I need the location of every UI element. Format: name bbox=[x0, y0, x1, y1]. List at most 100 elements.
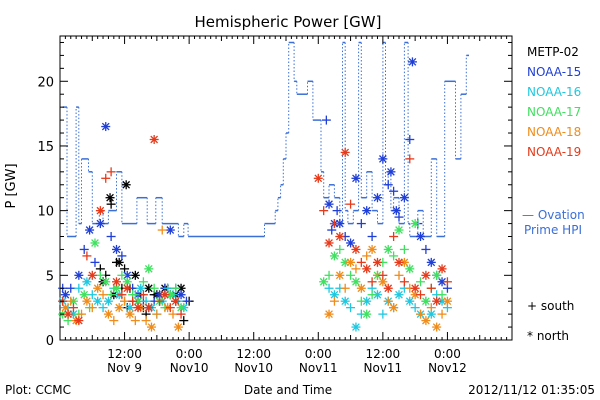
north-marker bbox=[114, 303, 124, 313]
legend-entry-metp-02: METP-02 bbox=[527, 45, 579, 59]
south-marker bbox=[141, 316, 151, 326]
south-marker bbox=[389, 232, 399, 242]
south-marker bbox=[106, 290, 116, 300]
north-marker bbox=[351, 277, 361, 287]
north-marker bbox=[63, 309, 73, 319]
south-marker bbox=[329, 296, 339, 306]
north-marker bbox=[421, 270, 431, 280]
legend-entry-noaa-17: NOAA-17 bbox=[527, 105, 581, 119]
south-marker bbox=[98, 303, 108, 313]
x-tick-label-date: Nov 9 bbox=[107, 361, 142, 375]
south-marker bbox=[383, 180, 393, 190]
south-marker bbox=[442, 277, 452, 287]
north-marker bbox=[410, 283, 420, 293]
south-marker bbox=[410, 303, 420, 313]
south-marker bbox=[149, 283, 159, 293]
north-marker bbox=[144, 283, 154, 293]
x-tick-label-date: Nov10 bbox=[234, 361, 273, 375]
south-marker bbox=[130, 316, 140, 326]
south-marker bbox=[399, 277, 409, 287]
south-marker bbox=[176, 309, 186, 319]
south-marker bbox=[367, 277, 377, 287]
south-marker bbox=[87, 303, 97, 313]
north-marker bbox=[335, 232, 345, 242]
north-marker bbox=[125, 309, 135, 319]
south-marker bbox=[416, 277, 426, 287]
north-marker bbox=[442, 296, 452, 306]
x-tick-label-date: Nov10 bbox=[170, 361, 209, 375]
south-marker bbox=[426, 283, 436, 293]
south-marker bbox=[68, 303, 78, 313]
north-marker bbox=[432, 322, 442, 332]
south-marker bbox=[117, 270, 127, 280]
south-marker bbox=[138, 290, 148, 300]
north-marker bbox=[173, 322, 183, 332]
south-marker bbox=[378, 309, 388, 319]
south-marker bbox=[346, 199, 356, 209]
north-marker bbox=[121, 180, 131, 190]
north-marker bbox=[82, 277, 92, 287]
north-marker bbox=[87, 270, 97, 280]
south-marker bbox=[324, 270, 334, 280]
x-axis-label: Date and Time bbox=[244, 383, 332, 397]
north-marker bbox=[367, 244, 377, 254]
south-marker bbox=[437, 309, 447, 319]
north-marker bbox=[112, 277, 121, 287]
north-marker bbox=[437, 264, 447, 274]
north-marker bbox=[101, 122, 111, 132]
north-marker bbox=[383, 283, 393, 293]
north-marker bbox=[421, 316, 431, 326]
chart-title: Hemispheric Power [GW] bbox=[195, 13, 382, 31]
north-marker bbox=[394, 290, 404, 300]
north-marker bbox=[93, 283, 103, 293]
data-markers-layer bbox=[58, 57, 452, 332]
north-marker bbox=[133, 303, 143, 313]
y-tick-label: 15 bbox=[37, 140, 54, 155]
south-marker bbox=[362, 251, 372, 261]
north-marker bbox=[399, 193, 409, 203]
legend-marker-south: + south bbox=[527, 299, 574, 313]
south-marker bbox=[416, 309, 426, 319]
legend-marker-north: * north bbox=[527, 329, 569, 343]
south-marker bbox=[101, 173, 111, 183]
north-marker bbox=[421, 296, 431, 306]
y-tick-label: 5 bbox=[46, 269, 54, 284]
north-marker bbox=[372, 257, 382, 267]
x-tick-label-time: 12:00 bbox=[366, 347, 401, 361]
north-marker bbox=[432, 296, 442, 306]
north-marker bbox=[105, 193, 115, 203]
y-axis-label: P [GW] bbox=[4, 163, 19, 208]
north-marker bbox=[146, 322, 156, 332]
north-marker bbox=[351, 173, 361, 183]
south-marker bbox=[138, 277, 148, 287]
south-marker bbox=[95, 270, 105, 280]
south-marker bbox=[437, 290, 447, 300]
north-marker bbox=[324, 199, 334, 209]
north-marker bbox=[394, 225, 404, 235]
north-marker bbox=[101, 277, 111, 287]
north-marker bbox=[432, 270, 442, 280]
north-marker bbox=[407, 57, 417, 67]
x-tick-label-time: 12:00 bbox=[107, 347, 142, 361]
north-marker bbox=[389, 303, 399, 313]
footer-plot-credit: Plot: CCMC bbox=[5, 383, 71, 397]
north-marker bbox=[95, 206, 105, 216]
south-marker bbox=[329, 219, 339, 229]
north-marker bbox=[144, 264, 154, 274]
north-marker bbox=[405, 264, 415, 274]
south-marker bbox=[351, 264, 361, 274]
x-tick-label-date: Nov11 bbox=[364, 361, 403, 375]
south-marker bbox=[394, 212, 404, 222]
north-marker bbox=[351, 244, 361, 254]
series-noaa-16 bbox=[58, 277, 452, 332]
north-marker bbox=[82, 296, 92, 306]
south-marker bbox=[168, 309, 178, 319]
north-marker bbox=[335, 270, 345, 280]
north-marker bbox=[351, 322, 361, 332]
south-marker bbox=[171, 283, 181, 293]
series-noaa-15 bbox=[58, 57, 452, 313]
south-marker bbox=[157, 225, 167, 235]
south-marker bbox=[109, 316, 119, 326]
